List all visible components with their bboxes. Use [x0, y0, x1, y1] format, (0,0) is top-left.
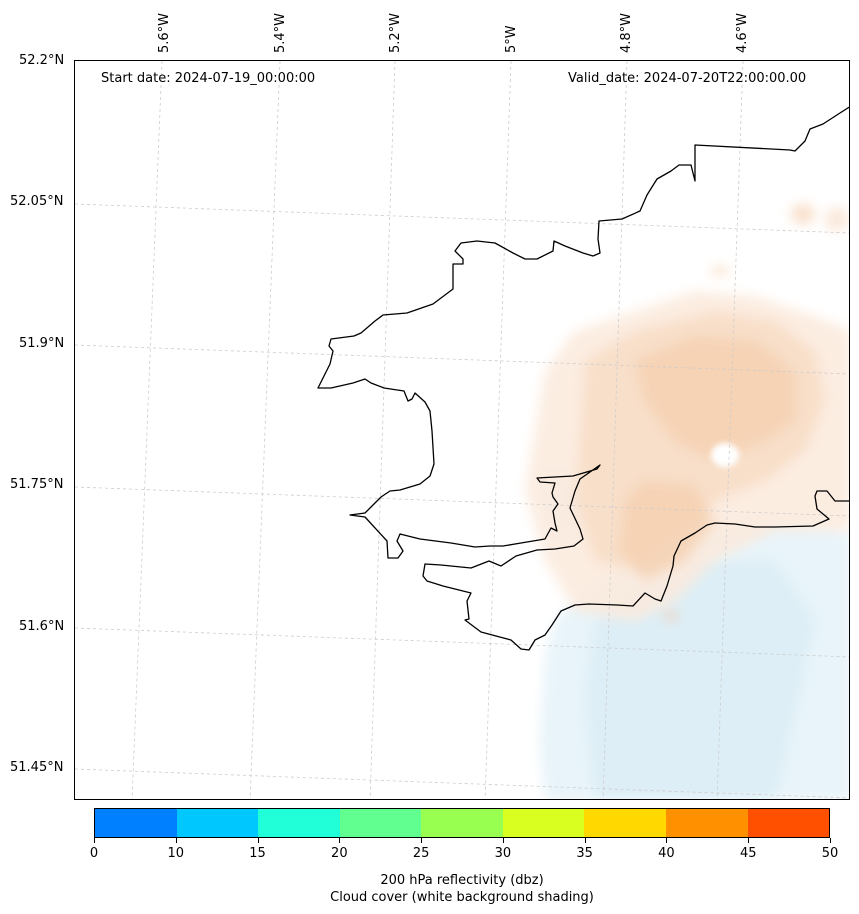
colorbar-tick-label: 45 [739, 846, 757, 861]
colorbar-tick-mark [339, 838, 341, 843]
colorbar-tick-mark [175, 838, 177, 843]
map-panel[interactable] [74, 60, 850, 800]
lon-label-5w: 5°W [504, 25, 519, 53]
valid-date-label: Valid_date: 2024-07-20T22:00:00.00 [568, 71, 807, 86]
colorbar-tick-mark [748, 838, 750, 843]
lon-label-5-4w: 5.4°W [273, 12, 288, 53]
colorbar-tick-mark [421, 838, 423, 843]
colorbar-segment [339, 809, 422, 837]
colorbar-segment [176, 809, 259, 837]
lat-label-52-2n: 52.2°N [19, 53, 65, 68]
lat-label-51-75n: 51.75°N [10, 477, 64, 492]
colorbar-segment [258, 809, 340, 837]
colorbar-segment [584, 809, 666, 837]
colorbar-tick-mark [502, 838, 504, 843]
lon-label-4-8w: 4.8°W [619, 12, 634, 53]
colorbar-tick-mark [830, 838, 831, 843]
start-date-label: Start date: 2024-07-19_00:00:00 [101, 71, 316, 86]
colorbar-segment [665, 809, 748, 837]
lon-label-4-6w: 4.6°W [735, 12, 750, 53]
colorbar-segment [421, 809, 503, 837]
colorbar-tick-mark [257, 838, 259, 843]
lat-label-51-45n: 51.45°N [10, 760, 64, 775]
colorbar-tick-mark [666, 838, 668, 843]
colorbar-tick-label: 35 [576, 846, 593, 861]
colorbar-tick-label: 25 [412, 846, 430, 861]
lat-label-51-6n: 51.6°N [19, 619, 65, 634]
colorbar-tick-label: 15 [249, 846, 266, 861]
cloud-gap [711, 443, 739, 467]
coastline [317, 106, 849, 651]
colorbar-tick-label: 40 [658, 846, 675, 861]
colorbar-tick-label: 50 [821, 846, 839, 861]
colorbar-label: 200 hPa reflectivity (dbz) Cloud cover (… [0, 872, 859, 906]
colorbar-segment [747, 809, 830, 837]
lat-label-52-05n: 52.05°N [10, 194, 64, 209]
lon-label-5-2w: 5.2°W [388, 12, 403, 53]
colorbar-label-line2: Cloud cover (white background shading) [330, 890, 594, 905]
colorbar-tick-label: 20 [331, 846, 348, 861]
colorbar-tick-label: 10 [167, 846, 185, 861]
colorbar [94, 808, 830, 838]
colorbar-tick-label: 0 [89, 846, 99, 861]
colorbar-tick-label: 30 [494, 846, 512, 861]
lon-label-5-6w: 5.6°W [157, 12, 172, 53]
colorbar-segment [502, 809, 585, 837]
colorbar-tick-mark [584, 838, 586, 843]
map-canvas [75, 61, 849, 799]
reflectivity-shading [525, 204, 849, 621]
colorbar-segment [95, 809, 177, 837]
lat-label-51-9n: 51.9°N [19, 336, 65, 351]
colorbar-label-line1: 200 hPa reflectivity (dbz) [380, 873, 544, 888]
colorbar-tick-mark [94, 838, 95, 843]
